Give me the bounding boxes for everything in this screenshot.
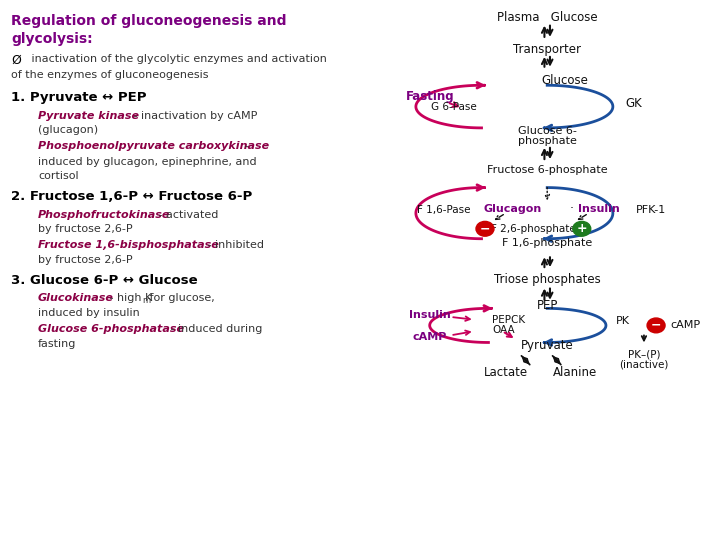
Text: - activated: - activated xyxy=(155,210,218,220)
Text: - inactivation by cAMP: - inactivation by cAMP xyxy=(130,111,258,121)
Text: glycolysis:: glycolysis: xyxy=(11,32,93,46)
Text: Lactate: Lactate xyxy=(484,366,528,379)
Text: ·: · xyxy=(570,202,573,215)
Text: - high K: - high K xyxy=(106,293,152,303)
Text: Insulin: Insulin xyxy=(409,310,451,320)
Text: - inhibited: - inhibited xyxy=(204,240,264,251)
Text: PEPCK: PEPCK xyxy=(492,315,525,325)
Text: G 6-Pase: G 6-Pase xyxy=(431,102,477,112)
Text: Transporter: Transporter xyxy=(513,43,581,56)
Text: of the enzymes of gluconeogenesis: of the enzymes of gluconeogenesis xyxy=(11,70,209,80)
Circle shape xyxy=(573,221,590,236)
Text: -: - xyxy=(241,141,249,152)
Text: PFK-1: PFK-1 xyxy=(636,205,666,215)
Text: Regulation of gluconeogenesis and: Regulation of gluconeogenesis and xyxy=(11,14,287,28)
Text: Ø: Ø xyxy=(11,54,21,67)
Text: Fasting: Fasting xyxy=(405,90,454,103)
Text: cAMP: cAMP xyxy=(670,320,701,330)
Text: Glucagon: Glucagon xyxy=(484,204,541,214)
Text: (glucagon): (glucagon) xyxy=(38,125,98,136)
Text: induced by glucagon, epinephrine, and: induced by glucagon, epinephrine, and xyxy=(38,157,256,167)
Text: −: − xyxy=(480,222,490,235)
Text: Triose phosphates: Triose phosphates xyxy=(494,273,600,286)
Text: (inactive): (inactive) xyxy=(619,360,669,369)
Text: phosphate: phosphate xyxy=(518,137,577,146)
Text: for glucose,: for glucose, xyxy=(146,293,215,303)
Text: m: m xyxy=(143,296,150,306)
Text: Phosphoenolpyruvate carboxykinase: Phosphoenolpyruvate carboxykinase xyxy=(38,141,269,152)
Text: Glucose 6-phosphatase: Glucose 6-phosphatase xyxy=(38,324,184,334)
Text: +: + xyxy=(577,222,587,235)
Text: Insulin: Insulin xyxy=(578,204,620,214)
Text: cortisol: cortisol xyxy=(38,171,78,181)
Circle shape xyxy=(647,318,665,333)
Text: F 2,6-phosphate: F 2,6-phosphate xyxy=(491,224,576,234)
Text: Alanine: Alanine xyxy=(553,366,597,379)
Text: Fructose 1,6-bisphosphatase: Fructose 1,6-bisphosphatase xyxy=(38,240,219,251)
Text: 1. Pyruvate ↔ PEP: 1. Pyruvate ↔ PEP xyxy=(11,91,147,104)
Text: PK: PK xyxy=(616,316,630,326)
Text: 2. Fructose 1,6-P ↔ Fructose 6-P: 2. Fructose 1,6-P ↔ Fructose 6-P xyxy=(11,190,252,203)
Text: by fructose 2,6-P: by fructose 2,6-P xyxy=(38,224,132,234)
Text: cAMP: cAMP xyxy=(413,332,447,342)
Text: OAA: OAA xyxy=(492,325,515,335)
Text: −: − xyxy=(651,319,661,332)
Text: Glucokinase: Glucokinase xyxy=(38,293,114,303)
Text: Plasma   Glucose: Plasma Glucose xyxy=(497,11,598,24)
Text: Fructose 6-phosphate: Fructose 6-phosphate xyxy=(487,165,608,175)
Text: 3. Glucose 6-P ↔ Glucose: 3. Glucose 6-P ↔ Glucose xyxy=(11,274,198,287)
Text: Glucose: Glucose xyxy=(541,74,588,87)
Text: GK: GK xyxy=(625,97,642,110)
Text: Glucose 6-: Glucose 6- xyxy=(518,126,577,137)
Text: fasting: fasting xyxy=(38,339,76,349)
Text: PEP: PEP xyxy=(536,299,558,312)
Text: F 1,6-phosphate: F 1,6-phosphate xyxy=(502,238,593,248)
Text: Pyruvate kinase: Pyruvate kinase xyxy=(38,111,139,121)
Text: inactivation of the glycolytic enzymes and activation: inactivation of the glycolytic enzymes a… xyxy=(28,54,328,64)
Text: Pyruvate: Pyruvate xyxy=(521,339,574,352)
Text: by fructose 2,6-P: by fructose 2,6-P xyxy=(38,255,132,265)
Text: induced by insulin: induced by insulin xyxy=(38,308,140,318)
Circle shape xyxy=(476,221,494,236)
Text: - induced during: - induced during xyxy=(168,324,263,334)
Text: PK–(P): PK–(P) xyxy=(628,349,660,360)
Text: F 1,6-Pase: F 1,6-Pase xyxy=(417,205,470,215)
Text: Phosphofructokinase: Phosphofructokinase xyxy=(38,210,171,220)
